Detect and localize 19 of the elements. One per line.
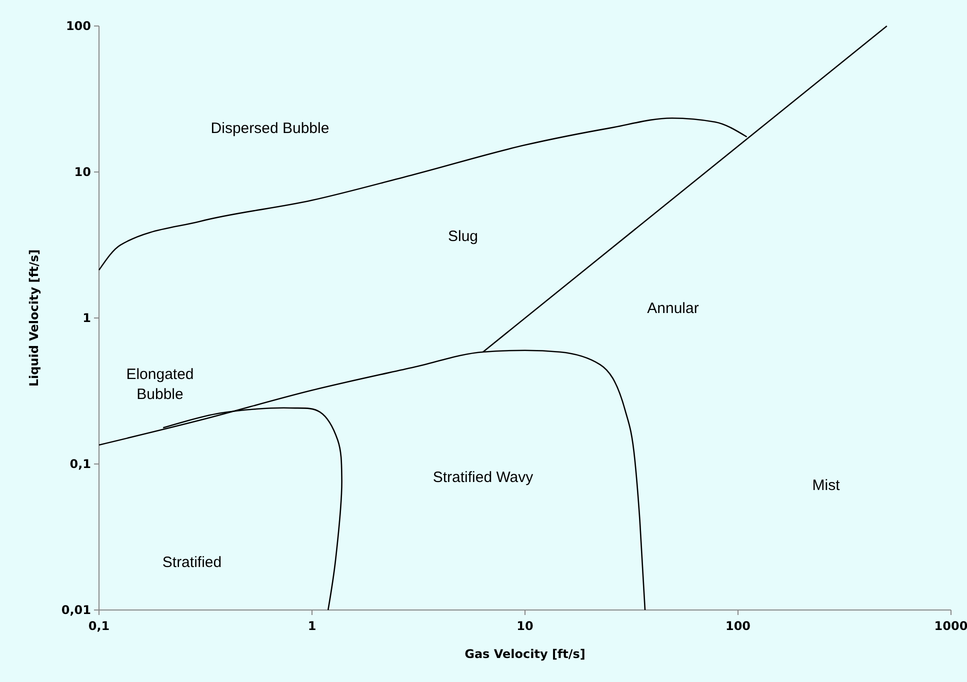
annotation: Mist	[812, 477, 841, 494]
x-axis-title: Gas Velocity [ft/s]	[464, 647, 586, 661]
x-tick-label: 10	[516, 619, 534, 633]
x-tick-label: 1000	[934, 619, 967, 633]
annotation: Stratified	[162, 554, 222, 571]
y-axis-title: Liquid Velocity [ft/s]	[27, 249, 41, 387]
y-tick-label: 100	[66, 19, 91, 33]
y-tick-label: 1	[82, 311, 91, 325]
x-tick-label: 100	[725, 619, 751, 633]
y-tick-label: 0,01	[61, 603, 91, 617]
annotation: Slug	[448, 228, 478, 245]
y-tick-label: 0,1	[70, 457, 91, 471]
y-tick-label: 10	[74, 165, 91, 179]
x-tick-label: 1	[308, 619, 316, 633]
annotation: Stratified Wavy	[432, 469, 534, 486]
annotation: Elongated Bubble	[126, 366, 194, 403]
annotation: Dispersed Bubble	[210, 120, 330, 137]
annotation: Annular	[647, 300, 699, 317]
x-tick-label: 0,1	[88, 619, 110, 633]
